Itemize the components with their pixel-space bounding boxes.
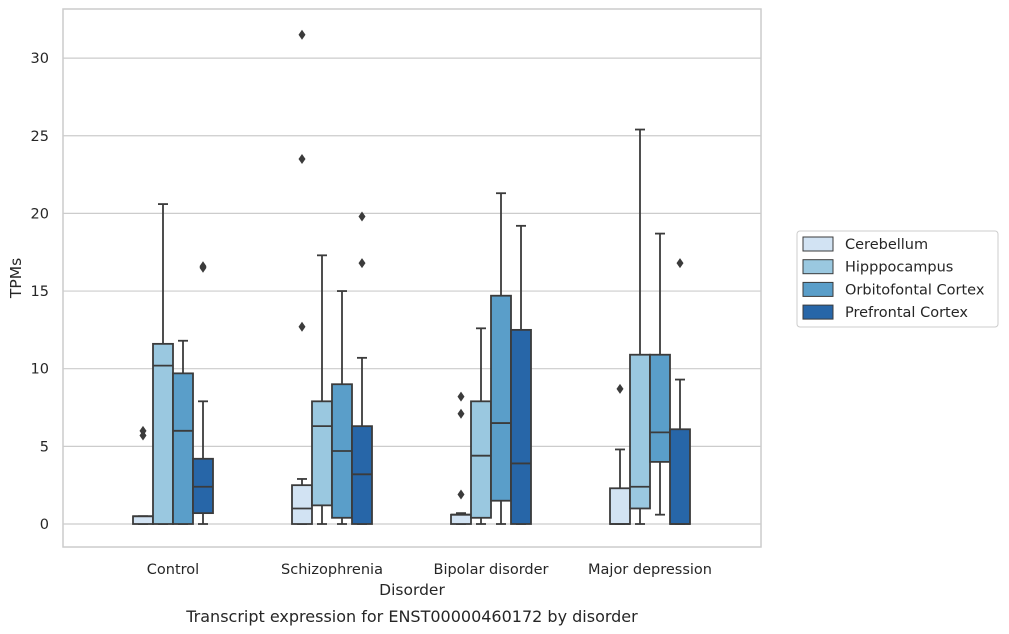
box-iqr [490, 294, 512, 502]
legend-swatch [802, 259, 834, 275]
box-iqr [649, 353, 671, 463]
box-iqr [510, 328, 532, 525]
x-axis-ticks: Control Schizophrenia Bipolar disorder Majo… [147, 562, 712, 578]
y-tick-label: 5 [40, 439, 49, 455]
x-tick-label: Control [147, 562, 199, 578]
y-tick-label: 20 [31, 206, 49, 222]
outlier-point [358, 211, 366, 222]
x-tick-label: Bipolar disorder [434, 562, 549, 578]
box-schizophrenia [331, 290, 353, 525]
legend: Cerebellum Hipppocampus Orbitofontal Corte… [796, 230, 999, 328]
box-iqr [470, 400, 492, 519]
outlier-point [616, 383, 624, 394]
box-series [132, 29, 691, 525]
legend-label: Cerebellum [845, 237, 928, 253]
box-bipolar-disorder [470, 327, 492, 525]
box-schizophrenia [291, 29, 313, 525]
box-bipolar-disorder [510, 224, 532, 525]
box-control [192, 261, 214, 525]
box-control [152, 203, 174, 525]
legend-swatch [802, 236, 834, 252]
outlier-point [298, 154, 306, 165]
outlier-point [199, 261, 207, 272]
box-control [132, 425, 154, 525]
box-iqr [450, 513, 472, 525]
series-orbitofontal-cortex [172, 192, 671, 525]
series-hipppocampus [152, 128, 651, 525]
outlier-point [676, 258, 684, 269]
y-axis-ticks: 0 5 10 15 20 25 30 [31, 51, 49, 533]
box-iqr [629, 353, 651, 510]
series-prefrontal-cortex [192, 211, 691, 525]
legend-label: Hipppocampus [845, 260, 953, 276]
box-iqr [311, 400, 333, 507]
outlier-point [358, 258, 366, 269]
box-schizophrenia [311, 254, 333, 525]
legend-frame [796, 230, 999, 328]
outlier-point [457, 391, 465, 402]
chart-caption: Transcript expression for ENST0000046017… [185, 607, 638, 626]
outlier-point [457, 408, 465, 419]
legend-swatch [802, 304, 834, 320]
y-tick-label: 10 [31, 362, 49, 378]
outlier-point [457, 489, 465, 500]
y-tick-label: 0 [40, 517, 49, 533]
y-tick-label: 15 [31, 284, 49, 300]
box-major-depression [629, 128, 651, 525]
box-schizophrenia [351, 211, 373, 525]
series-cerebellum [132, 29, 631, 525]
box-iqr [172, 372, 194, 525]
legend-swatch [802, 281, 834, 297]
box-bipolar-disorder [450, 391, 472, 525]
y-tick-label: 30 [31, 51, 49, 67]
box-major-depression [609, 383, 631, 525]
box-iqr [669, 428, 691, 525]
box-control [172, 339, 194, 525]
plot-area-frame [62, 8, 762, 548]
y-tick-label: 25 [31, 129, 49, 145]
box-iqr [152, 342, 174, 525]
y-axis-title: TPMs [7, 258, 25, 299]
box-bipolar-disorder [490, 192, 512, 525]
box-iqr [609, 487, 631, 525]
box-major-depression [669, 258, 691, 525]
x-tick-label: Major depression [588, 562, 712, 578]
legend-label: Prefrontal Cortex [845, 305, 968, 321]
box-iqr [132, 515, 154, 525]
legend-label: Orbitofontal Cortex [845, 282, 985, 298]
box-major-depression [649, 232, 671, 516]
box-iqr [291, 484, 313, 525]
outlier-point [298, 321, 306, 332]
x-axis-title: Disorder [379, 581, 445, 599]
x-tick-label: Schizophrenia [281, 562, 383, 578]
outlier-point [298, 29, 306, 40]
outlier-point [139, 425, 147, 436]
